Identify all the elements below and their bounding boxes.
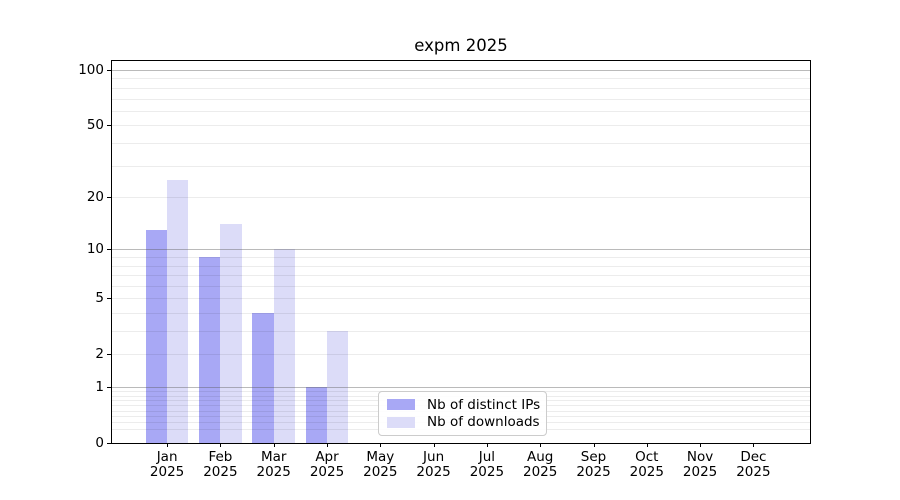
gridline-major-100 — [112, 70, 810, 71]
gridline-minor-2 — [112, 354, 810, 356]
gridline-major-10 — [112, 249, 810, 251]
x-tick-mark-apr — [327, 443, 328, 447]
x-tick-mark-jun — [433, 443, 435, 447]
x-tick-label-mar: Mar 2025 — [256, 449, 291, 480]
bar-apr-distinct-ips — [305, 387, 327, 444]
x-tick-label-oct: Oct 2025 — [629, 449, 664, 480]
bar-jan-distinct-ips — [145, 229, 168, 444]
gridline-minor-9 — [112, 257, 810, 259]
legend-swatch-distinct-ips — [387, 399, 415, 411]
x-tick-mark-jan — [167, 443, 169, 447]
gridline-minor-8 — [112, 265, 810, 267]
x-tick-mark-oct — [646, 443, 648, 447]
y-tick-label-5: 5 — [95, 290, 104, 307]
x-tick-mark-feb — [220, 443, 222, 447]
y-tick-mark-20 — [107, 197, 111, 199]
gridline-minor-50 — [112, 125, 810, 127]
x-tick-label-apr: Apr 2025 — [309, 449, 345, 480]
x-tick-label-sep: Sep 2025 — [576, 449, 611, 480]
x-tick-label-jun: Jun 2025 — [416, 449, 451, 480]
y-tick-mark-100 — [107, 70, 111, 71]
y-tick-mark-50 — [107, 125, 111, 127]
bar-mar-downloads — [273, 249, 295, 444]
legend-swatch-downloads — [387, 416, 415, 428]
x-tick-mark-sep — [593, 443, 595, 447]
y-tick-label-20: 20 — [86, 189, 104, 206]
x-tick-mark-may — [380, 443, 382, 447]
bar-jan-downloads — [167, 179, 189, 444]
legend-item-downloads: Nb of downloads — [387, 414, 540, 431]
y-tick-mark-1 — [107, 387, 111, 389]
y-tick-mark-5 — [107, 298, 111, 300]
gridline-minor-4 — [112, 313, 810, 315]
legend-item-distinct-ips: Nb of distinct IPs — [387, 396, 541, 413]
x-tick-label-nov: Nov 2025 — [682, 449, 718, 480]
x-tick-mark-dec — [753, 443, 755, 447]
gridline-minor-7 — [112, 275, 810, 277]
gridline-minor-3 — [112, 331, 810, 333]
y-tick-label-2: 2 — [95, 346, 104, 363]
y-tick-label-0: 0 — [95, 435, 104, 452]
x-tick-mark-mar — [273, 443, 275, 447]
x-tick-mark-aug — [540, 443, 542, 447]
x-tick-label-jan: Jan 2025 — [149, 449, 185, 480]
bar-feb-distinct-ips — [199, 257, 221, 444]
y-tick-mark-0 — [107, 443, 111, 445]
bar-mar-distinct-ips — [252, 313, 274, 444]
gridline-minor-5 — [112, 298, 810, 300]
legend: Nb of distinct IPs Nb of downloads — [378, 391, 547, 436]
gridline-minor-80 — [112, 87, 810, 89]
x-tick-mark-jul — [486, 443, 488, 447]
gridline-minor-40 — [112, 142, 810, 144]
chart-title: expm 2025 — [414, 36, 508, 55]
bar-apr-downloads — [327, 331, 349, 444]
x-tick-mark-nov — [700, 443, 702, 447]
y-tick-mark-2 — [107, 354, 111, 356]
y-tick-label-10: 10 — [86, 241, 104, 258]
gridline-minor-70 — [112, 98, 810, 100]
x-tick-label-aug: Aug 2025 — [523, 449, 558, 480]
gridline-minor-90 — [112, 78, 810, 80]
legend-label-downloads: Nb of downloads — [427, 414, 540, 431]
gridline-minor-6 — [112, 285, 810, 287]
x-tick-label-feb: Feb 2025 — [203, 449, 238, 480]
gridline-minor-20 — [112, 197, 810, 199]
x-tick-label-may: May 2025 — [363, 449, 398, 480]
y-tick-mark-10 — [107, 249, 111, 251]
gridline-minor-60 — [112, 110, 810, 112]
y-tick-label-100: 100 — [78, 62, 104, 78]
y-tick-label-50: 50 — [86, 117, 104, 134]
legend-label-distinct-ips: Nb of distinct IPs — [427, 396, 541, 413]
x-tick-label-dec: Dec 2025 — [736, 449, 771, 480]
y-tick-label-1: 1 — [95, 379, 104, 396]
gridline-minor-30 — [112, 165, 810, 167]
gridline-major-1 — [112, 387, 810, 389]
x-tick-label-jul: Jul 2025 — [469, 449, 505, 480]
bar-feb-downloads — [220, 224, 242, 444]
